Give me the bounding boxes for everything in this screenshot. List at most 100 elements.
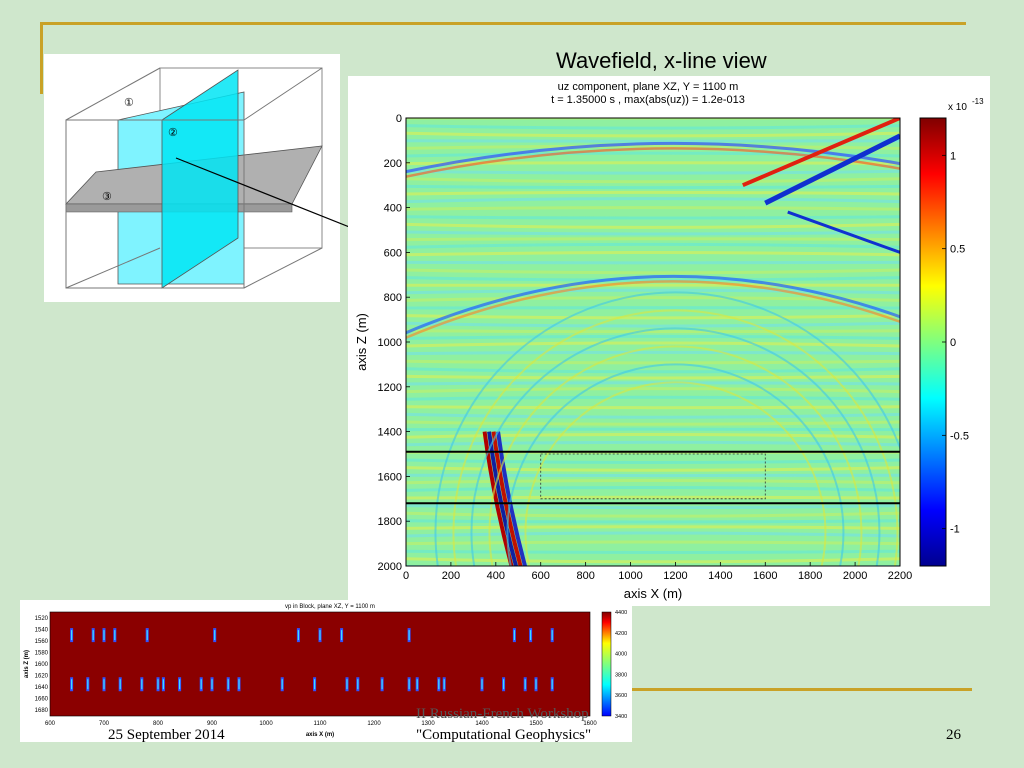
vp-colorbar-tick-label: 4000 — [615, 652, 627, 658]
wavefield-chart: uz component, plane XZ, Y = 1100 m t = 1… — [348, 76, 990, 606]
wave-texture-band — [406, 190, 900, 196]
wave-texture-band — [406, 222, 900, 229]
direct-wave — [764, 133, 900, 206]
vp-inclusion-core — [103, 679, 105, 690]
wave-texture-band — [406, 242, 900, 249]
vp-x-tick-label: 1000 — [259, 721, 273, 727]
cube-edge — [65, 67, 161, 121]
wave-texture-band — [406, 432, 900, 439]
vp-x-tick-label: 900 — [207, 721, 218, 727]
vp-chart-title: vp in Block, plane XZ, Y = 1100 m — [285, 604, 375, 610]
y-tick-label: 200 — [384, 158, 402, 170]
vp-inclusion-core — [200, 679, 202, 690]
wave-texture-band — [406, 251, 900, 257]
vp-block-chart-svg: vp in Block, plane XZ, Y = 1100 m 600 700… — [24, 604, 627, 738]
vp-inclusion-core — [281, 679, 283, 690]
vp-inclusion-core — [214, 630, 216, 641]
wave-texture-band — [406, 131, 900, 138]
wave-texture-band — [406, 314, 900, 320]
wave-ring — [470, 327, 881, 566]
vp-colorbar-tick-label: 3400 — [615, 714, 627, 720]
vp-inclusion-core — [179, 679, 181, 690]
wave-ring — [434, 291, 900, 566]
vp-x-axis-label: axis X (m) — [306, 732, 334, 738]
vp-inclusion-core — [513, 630, 515, 641]
vp-inclusion-core — [530, 630, 532, 641]
strong-wave — [491, 431, 523, 566]
vp-inclusion-core — [157, 679, 159, 690]
block-dotted-box — [540, 453, 766, 500]
wave-texture-band — [406, 549, 900, 555]
vp-y-tick-label: 1600 — [35, 662, 49, 668]
wave-texture-band — [406, 288, 900, 295]
wavefront-arc — [406, 280, 900, 339]
x-tick-label: 800 — [576, 570, 594, 582]
colorbar-tick-label: -1 — [950, 524, 960, 536]
wave-texture-band — [406, 334, 900, 340]
wave-texture-band — [406, 374, 900, 380]
page-number: 26 — [946, 727, 961, 743]
wave-texture-band — [406, 341, 900, 348]
plane-label-3: ③ — [102, 191, 112, 203]
x-tick-label: 2200 — [888, 570, 912, 582]
y-tick-label: 1000 — [378, 337, 402, 349]
x-axis-label: axis X (m) — [624, 586, 683, 601]
plane-label-1: ① — [124, 97, 134, 109]
vp-inclusion-core — [119, 679, 121, 690]
plane-label-2: ② — [168, 127, 178, 139]
vp-colorbar — [601, 611, 612, 717]
vp-inclusion-core — [87, 679, 89, 690]
planes-diagram: ① ② ③ — [44, 54, 340, 302]
direct-wave — [742, 118, 900, 188]
wave-texture-band — [406, 519, 900, 524]
vp-inclusion-core — [408, 630, 410, 641]
x-tick-label: 2000 — [843, 570, 867, 582]
vp-inclusion-core — [71, 679, 73, 690]
vp-background — [49, 611, 591, 717]
wavefront-arc — [406, 274, 900, 335]
colorbar-tick-label: 0 — [950, 337, 956, 349]
y-tick-label: 0 — [396, 113, 402, 125]
vp-inclusion-core — [211, 679, 213, 690]
wave-texture-band — [406, 412, 900, 419]
x-tick-label: 1800 — [798, 570, 822, 582]
wave-texture-band — [406, 276, 900, 282]
wave-ring — [506, 363, 845, 566]
wavefield-image — [406, 118, 900, 566]
colorbar-tick-label: 1 — [950, 150, 956, 162]
wave-texture-band — [406, 367, 900, 374]
wave-texture-band — [406, 564, 900, 566]
wave-texture-band — [406, 420, 900, 426]
vp-inclusion-core — [416, 679, 418, 690]
vp-x-tick-label: 600 — [45, 721, 56, 727]
wavefront-arc — [406, 147, 900, 178]
vp-inclusion-core — [524, 679, 526, 690]
wave-texture-band — [406, 540, 900, 546]
vp-inclusion-core — [443, 679, 445, 690]
vp-y-ticks: 1520 1540 1560 1580 1600 1620 1640 1660 1680 — [35, 616, 49, 714]
slide-title: Wavefield, x-line view — [556, 48, 767, 73]
vp-inclusion-core — [341, 630, 343, 641]
cube-edge — [243, 67, 323, 121]
x-tick-label: 400 — [487, 570, 505, 582]
vp-y-tick-label: 1640 — [35, 685, 49, 691]
colorbar-exponent: -13 — [972, 97, 984, 106]
vp-y-tick-label: 1580 — [35, 650, 49, 656]
wave-texture-band — [406, 296, 900, 302]
vp-y-axis-label: axis Z (m) — [24, 650, 30, 678]
wave-texture-band — [406, 395, 900, 401]
vp-inclusion-core — [227, 679, 229, 690]
vp-block-chart: vp in Block, plane XZ, Y = 1100 m 600 700… — [20, 600, 632, 742]
y-tick-label: 600 — [384, 247, 402, 259]
wave-texture-band — [406, 381, 900, 386]
vp-inclusion-core — [162, 679, 164, 690]
vp-y-tick-label: 1680 — [35, 708, 49, 714]
wave-ring — [488, 345, 863, 566]
x-tick-label: 600 — [532, 570, 550, 582]
y-tick-label: 400 — [384, 203, 402, 215]
vp-inclusion-core — [551, 630, 553, 641]
vp-x-tick-label: 800 — [153, 721, 164, 727]
vp-inclusion-core — [346, 679, 348, 690]
y-axis-label: axis Z (m) — [354, 313, 369, 371]
